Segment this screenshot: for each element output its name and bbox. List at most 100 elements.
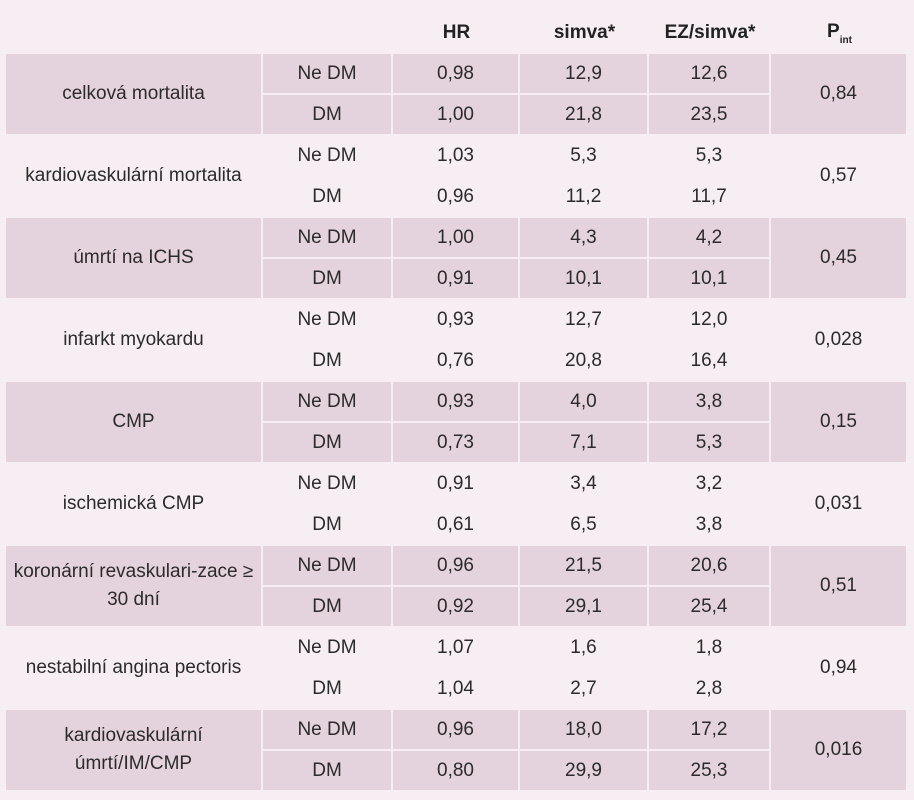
- ezsimva-cell: 23,5: [649, 95, 771, 136]
- ezsimva-cell: 20,6: [649, 546, 771, 587]
- simva-cell: 11,2: [520, 177, 649, 218]
- hr-cell: 1,07: [393, 628, 520, 669]
- table-row: koronární revaskulari-zace ≥ 30 dní Ne DM…: [6, 546, 908, 628]
- hr-cell: 0,91: [393, 464, 520, 505]
- pint-cell: 0,57: [771, 136, 908, 218]
- group-cell: DM: [263, 95, 393, 136]
- ezsimva-cell: 2,8: [649, 669, 771, 710]
- simva-cell: 7,1: [520, 423, 649, 464]
- hr-cell: 0,80: [393, 751, 520, 792]
- group-cell: Ne DM: [263, 54, 393, 95]
- table-row: DM 0,76 20,8 16,4: [6, 341, 908, 382]
- table-row: ischemická CMP Ne DM 0,91 3,4 3,2 0,031: [6, 464, 908, 546]
- hr-cell: 0,91: [393, 259, 520, 300]
- header-pint: Pint: [771, 12, 908, 54]
- simva-cell: 5,3: [520, 136, 649, 177]
- simva-cell: 21,8: [520, 95, 649, 136]
- group-cell: DM: [263, 751, 393, 792]
- hr-cell: 1,03: [393, 136, 520, 177]
- header-row: HR simva* EZ/simva* Pint: [6, 12, 908, 54]
- group-cell: DM: [263, 259, 393, 300]
- header-pint-sub: int: [839, 34, 852, 46]
- group-cell: DM: [263, 423, 393, 464]
- ezsimva-cell: 5,3: [649, 136, 771, 177]
- group-cell: DM: [263, 505, 393, 546]
- ezsimva-cell: 25,4: [649, 587, 771, 628]
- simva-cell: 4,0: [520, 382, 649, 423]
- header-group-blank: [263, 12, 393, 54]
- table-row: CMP Ne DM 0,93 4,0 3,8 0,15: [6, 382, 908, 464]
- simva-cell: 29,9: [520, 751, 649, 792]
- outcome-label: kardiovaskulární úmrtí/IM/CMP: [6, 710, 263, 792]
- simva-cell: 4,3: [520, 218, 649, 259]
- pint-cell: 0,94: [771, 628, 908, 710]
- hr-cell: 1,00: [393, 218, 520, 259]
- outcome-label: celková mortalita: [6, 54, 263, 136]
- ezsimva-cell: 25,3: [649, 751, 771, 792]
- table-row: kardiovaskulární mortalita Ne DM 1,03 5,3 5,…: [6, 136, 908, 218]
- simva-cell: 3,4: [520, 464, 649, 505]
- pint-cell: 0,031: [771, 464, 908, 546]
- pint-cell: 0,51: [771, 546, 908, 628]
- table-row: kardiovaskulární úmrtí/IM/CMP Ne DM 0,96 18…: [6, 710, 908, 792]
- hr-cell: 0,96: [393, 177, 520, 218]
- table-row: DM 0,73 7,1 5,3: [6, 423, 908, 464]
- hr-cell: 0,98: [393, 54, 520, 95]
- ezsimva-cell: 10,1: [649, 259, 771, 300]
- results-table: HR simva* EZ/simva* Pint celková mortali…: [6, 12, 908, 792]
- simva-cell: 2,7: [520, 669, 649, 710]
- outcome-label: infarkt myokardu: [6, 300, 263, 382]
- simva-cell: 6,5: [520, 505, 649, 546]
- header-simva: simva*: [553, 22, 616, 43]
- group-cell: DM: [263, 587, 393, 628]
- group-cell: Ne DM: [263, 136, 393, 177]
- ezsimva-cell: 1,8: [649, 628, 771, 669]
- hr-cell: 0,61: [393, 505, 520, 546]
- hr-cell: 0,92: [393, 587, 520, 628]
- outcome-label: kardiovaskulární mortalita: [6, 136, 263, 218]
- simva-cell: 10,1: [520, 259, 649, 300]
- outcome-label: koronární revaskulari-zace ≥ 30 dní: [6, 546, 263, 628]
- group-cell: Ne DM: [263, 710, 393, 751]
- pint-cell: 0,45: [771, 218, 908, 300]
- table-row: DM 0,96 11,2 11,7: [6, 177, 908, 218]
- hr-cell: 0,96: [393, 710, 520, 751]
- ezsimva-cell: 5,3: [649, 423, 771, 464]
- table-row: nestabilní angina pectoris Ne DM 1,07 1,6 1,…: [6, 628, 908, 710]
- group-cell: DM: [263, 177, 393, 218]
- simva-cell: 1,6: [520, 628, 649, 669]
- table-row: celková mortalita Ne DM 0,98 12,9 12,6 0,84: [6, 54, 908, 136]
- simva-cell: 18,0: [520, 710, 649, 751]
- ezsimva-cell: 16,4: [649, 341, 771, 382]
- table-row: DM 0,92 29,1 25,4: [6, 587, 908, 628]
- hr-cell: 0,96: [393, 546, 520, 587]
- group-cell: Ne DM: [263, 464, 393, 505]
- hr-cell: 0,76: [393, 341, 520, 382]
- ezsimva-cell: 3,2: [649, 464, 771, 505]
- group-cell: Ne DM: [263, 382, 393, 423]
- simva-cell: 12,7: [520, 300, 649, 341]
- hr-cell: 1,00: [393, 95, 520, 136]
- hr-cell: 1,04: [393, 669, 520, 710]
- ezsimva-cell: 12,0: [649, 300, 771, 341]
- hr-cell: 0,93: [393, 300, 520, 341]
- group-cell: Ne DM: [263, 628, 393, 669]
- header-ezsimva: EZ/simva*: [664, 22, 756, 43]
- simva-cell: 12,9: [520, 54, 649, 95]
- outcome-label: úmrtí na ICHS: [6, 218, 263, 300]
- header-blank: [6, 12, 263, 54]
- ezsimva-cell: 11,7: [649, 177, 771, 218]
- simva-cell: 20,8: [520, 341, 649, 382]
- group-cell: Ne DM: [263, 218, 393, 259]
- table-row: DM 1,04 2,7 2,8: [6, 669, 908, 710]
- table-row: DM 0,80 29,9 25,3: [6, 751, 908, 792]
- ezsimva-cell: 12,6: [649, 54, 771, 95]
- ezsimva-cell: 3,8: [649, 382, 771, 423]
- group-cell: Ne DM: [263, 300, 393, 341]
- pint-cell: 0,028: [771, 300, 908, 382]
- pint-cell: 0,15: [771, 382, 908, 464]
- header-hr: HR: [442, 22, 471, 43]
- simva-cell: 21,5: [520, 546, 649, 587]
- hr-cell: 0,73: [393, 423, 520, 464]
